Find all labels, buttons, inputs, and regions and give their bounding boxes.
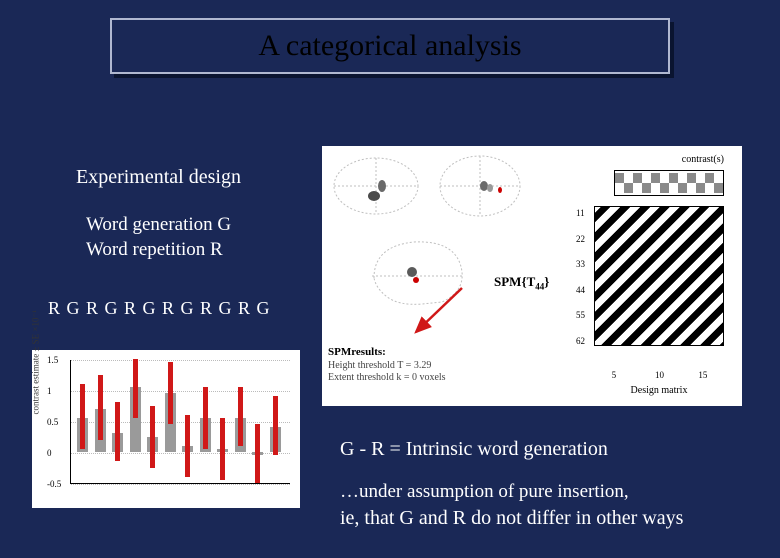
bar-ci (98, 375, 103, 440)
bar-chart-bar (217, 359, 228, 483)
slide-title: A categorical analysis (112, 20, 668, 72)
dm-ytick: 44 (576, 285, 585, 295)
spm-results-text: SPMresults: Height threshold T = 3.29 Ex… (328, 346, 446, 385)
spm-results-line1: Height threshold T = 3.29 (328, 360, 446, 373)
word-generation-line: Word generation G (86, 213, 241, 238)
bar-ci (220, 418, 225, 480)
dm-xtick: 15 (698, 370, 707, 380)
contrast-bar (687, 173, 696, 183)
bar-chart-ytick: 0.5 (47, 417, 58, 427)
bar-chart-ylabel: contrast estimate ± SE ×10⁻¹ (31, 310, 42, 414)
bar-ci (255, 424, 260, 483)
bar-ci (168, 362, 173, 424)
bar-ci (203, 387, 208, 449)
contrast-bar (696, 183, 705, 193)
contrast-equation: G - R = Intrinsic word generation (340, 436, 760, 463)
spm-results-header: SPMresults: (328, 346, 446, 360)
contrast-bar (669, 173, 678, 183)
bar-chart-ytick: -0.5 (47, 479, 61, 489)
bar-ci (133, 359, 138, 418)
contrast-bar (714, 183, 723, 193)
spm-results-line2: Extent threshold k = 0 voxels (328, 372, 446, 385)
bar-ci (185, 415, 190, 477)
contrast-label: contrast(s) (682, 154, 724, 165)
spm-label-df: 44 (535, 282, 544, 292)
dm-ytick: 33 (576, 259, 585, 269)
bar-chart-bar (270, 359, 281, 483)
assumption-line1: …under assumption of pure insertion, (340, 479, 760, 505)
bar-chart-bar (165, 359, 176, 483)
contrast-estimate-bar-chart: contrast estimate ± SE ×10⁻¹ -0.500.511.… (32, 350, 300, 508)
dm-ytick: 55 (576, 310, 585, 320)
contrast-vector-plot (614, 170, 724, 196)
bar-chart-bar (182, 359, 193, 483)
bar-chart-ytick: 1.5 (47, 355, 58, 365)
dm-ytick: 62 (576, 336, 585, 346)
glass-brain-axial (432, 152, 528, 222)
contrast-bar (660, 183, 669, 193)
spm-label-prefix: SPM{T (494, 274, 535, 289)
bar-ci (238, 387, 243, 446)
glass-brain-coronal (328, 152, 424, 222)
bar-chart-bar (77, 359, 88, 483)
contrast-bar (705, 173, 714, 183)
bar-chart-gridline (71, 484, 290, 485)
design-matrix-xlabel: Design matrix (594, 385, 724, 396)
contrast-bar (642, 183, 651, 193)
bar-chart-bar (252, 359, 263, 483)
title-box: A categorical analysis (110, 18, 670, 74)
dm-ytick: 11 (576, 208, 585, 218)
contrast-bar (615, 173, 624, 183)
bar-chart-bar (235, 359, 246, 483)
design-matrix-grid (594, 206, 724, 346)
dm-xtick: 5 (612, 370, 617, 380)
bar-ci (273, 396, 278, 455)
glass-brain-sagittal (362, 232, 472, 314)
bar-chart-ytick: 1 (47, 386, 52, 396)
word-repetition-line: Word repetition R (86, 238, 241, 263)
design-matrix-stripes (594, 206, 724, 346)
condition-sequence: R G R G R G R G R G R G (48, 298, 271, 319)
bar-chart-bar (147, 359, 158, 483)
bar-ci (115, 402, 120, 461)
contrast-bar (678, 183, 687, 193)
bar-chart-ytick: 0 (47, 448, 52, 458)
experimental-design-block: Experimental design Word generation G Wo… (76, 166, 241, 262)
contrast-bar (651, 173, 660, 183)
contrast-bar (624, 183, 633, 193)
exp-design-heading: Experimental design (76, 166, 241, 189)
bar-ci (80, 384, 85, 449)
dm-ytick: 22 (576, 234, 585, 244)
spm-label-suffix: } (544, 274, 549, 289)
bar-chart-plot-area: -0.500.511.5 (70, 360, 290, 484)
spm-figure-panel: SPM{T44} SPMresults: Height threshold T … (322, 146, 742, 406)
bar-ci (150, 406, 155, 468)
dm-xtick: 10 (655, 370, 664, 380)
glass-brain-row (328, 152, 528, 222)
spm-stat-label: SPM{T44} (494, 274, 549, 292)
bar-chart-bar (130, 359, 141, 483)
bar-chart-bar (200, 359, 211, 483)
bar-chart-bar (112, 359, 123, 483)
bar-chart-bar (95, 359, 106, 483)
interpretation-text: G - R = Intrinsic word generation …under… (340, 436, 760, 532)
assumption-line2: ie, that G and R do not differ in other … (340, 505, 760, 532)
design-matrix: Design matrix 11223344556251015 (594, 206, 724, 366)
contrast-bar (633, 173, 642, 183)
